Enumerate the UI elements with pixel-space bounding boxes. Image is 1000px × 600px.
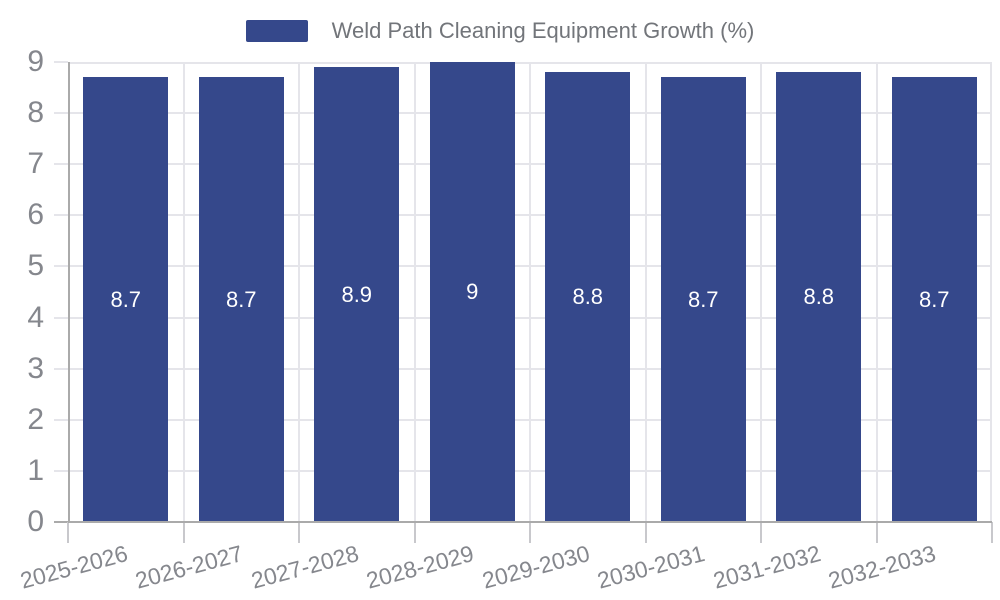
legend-swatch-icon — [245, 20, 308, 42]
y-axis-tick — [54, 521, 68, 523]
y-axis-tick — [54, 367, 68, 370]
bar[interactable]: 8.9 — [314, 67, 400, 522]
legend-label: Weld Path Cleaning Equipment Growth (%) — [331, 18, 755, 43]
x-axis-tick — [991, 522, 993, 543]
x-gridline — [644, 62, 647, 522]
y-axis-tick — [54, 214, 68, 217]
x-axis-tick-label: 2029-2030 — [479, 540, 593, 594]
x-gridline — [875, 62, 878, 522]
x-gridline — [413, 62, 416, 522]
y-axis-tick-label: 7 — [27, 147, 44, 181]
x-gridline — [990, 62, 992, 522]
bar-value-label: 8.7 — [918, 286, 950, 312]
x-axis-tick — [875, 522, 878, 543]
bar[interactable]: 8.7 — [198, 77, 284, 522]
x-axis-line — [68, 521, 992, 523]
x-axis-tick — [298, 522, 300, 543]
legend[interactable]: Weld Path Cleaning Equipment Growth (%) — [0, 19, 1000, 43]
y-axis-tick-label: 6 — [27, 198, 44, 232]
y-axis-tick-label: 5 — [27, 249, 44, 283]
bar-value-label: 8.7 — [110, 286, 142, 312]
bar-value-label: 8.7 — [687, 286, 719, 312]
y-axis-line — [68, 62, 70, 522]
x-axis-tick-label: 2028-2029 — [363, 540, 477, 594]
x-axis-tick — [644, 522, 647, 543]
y-axis-tick — [54, 418, 68, 421]
y-axis-tick — [54, 163, 68, 166]
x-axis-tick-label: 2032-2033 — [825, 540, 939, 594]
bar[interactable]: 8.7 — [891, 77, 977, 522]
x-axis-tick — [67, 522, 69, 543]
y-axis-tick-label: 1 — [27, 453, 44, 487]
x-axis-tick-label: 2027-2028 — [248, 540, 362, 594]
x-gridline — [529, 62, 531, 522]
y-axis-tick — [54, 469, 68, 472]
x-axis-tick-label: 2030-2031 — [594, 540, 708, 594]
x-gridline — [298, 62, 300, 522]
y-axis-tick-label: 8 — [27, 96, 44, 130]
x-axis-tick-label: 2026-2027 — [132, 540, 246, 594]
plot-area: 8.7 8.7 8.9 9 8.8 8.7 8.8 8.7 — [68, 62, 992, 523]
x-axis-tick — [760, 522, 762, 543]
bar[interactable]: 8.8 — [776, 72, 862, 522]
y-axis-tick-label: 3 — [27, 351, 44, 385]
x-axis-tick-label: 2025-2026 — [17, 540, 131, 594]
bar-value-label: 9 — [466, 279, 479, 304]
x-axis-tick — [182, 522, 185, 543]
y-axis-tick-label: 2 — [27, 402, 44, 436]
bar-value-label: 8.8 — [803, 284, 835, 310]
y-axis-tick — [54, 265, 68, 268]
bar-value-label: 8.8 — [572, 284, 604, 310]
bar[interactable]: 8.7 — [660, 77, 746, 522]
x-axis-tick-label: 2031-2032 — [710, 540, 824, 594]
y-axis-tick-label: 9 — [27, 45, 44, 78]
x-axis-tick — [529, 522, 531, 543]
bar-value-label: 8.9 — [341, 281, 373, 307]
bar[interactable]: 8.7 — [83, 77, 169, 522]
bar[interactable]: 9 — [429, 62, 515, 522]
x-gridline — [182, 62, 185, 522]
x-axis-tick — [413, 522, 416, 543]
y-axis-tick — [54, 61, 68, 63]
bar[interactable]: 8.8 — [545, 72, 631, 522]
bar-value-label: 8.7 — [225, 286, 257, 312]
x-gridline — [760, 62, 762, 522]
y-axis-tick — [54, 112, 68, 115]
y-axis-tick-label: 4 — [27, 300, 44, 334]
y-axis-tick-label: 0 — [27, 505, 44, 538]
y-axis-tick — [54, 316, 68, 319]
